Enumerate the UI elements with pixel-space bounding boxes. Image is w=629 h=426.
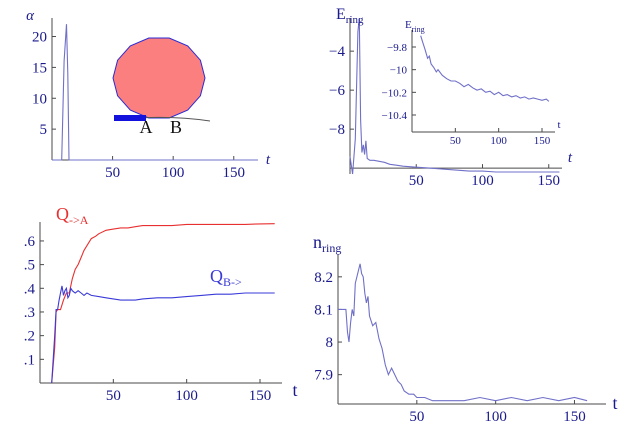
x-tick-label: 100 <box>490 135 507 147</box>
y-tick-label: −10.2 <box>382 87 407 99</box>
x-axis-label: t <box>557 119 560 131</box>
y-axis-label: nring <box>313 232 341 255</box>
x-tick-label: 50 <box>450 135 462 147</box>
series-line-0 <box>349 17 560 175</box>
series-name-1-main: Q <box>210 266 223 286</box>
x-axis-label: t <box>292 380 297 400</box>
y-tick-label: 5 <box>40 122 48 138</box>
panel-ering: 50 100 150 −4 −6 −8 Ering t <box>329 6 573 189</box>
series-name-1-sub: B-> <box>223 275 242 289</box>
panel-nring: 50 100 150 7.9 8 8.1 8.2 nring t <box>313 232 618 425</box>
ring-disk <box>112 37 206 119</box>
x-tick-label: 50 <box>409 409 424 425</box>
series-line-1 <box>51 285 275 384</box>
y-tick-label: 15 <box>32 60 47 76</box>
y-axis-label-sub: ring <box>412 25 425 34</box>
y-tick-label: 8.2 <box>314 270 333 286</box>
y-tick-label: −10.4 <box>382 110 408 122</box>
y-tick-label: .2 <box>24 329 35 345</box>
y-tick-label: .3 <box>24 305 35 321</box>
y-tick-label: .1 <box>24 352 35 368</box>
y-axis-label-sub: ring <box>346 14 364 26</box>
y-tick-label: −6 <box>329 83 345 99</box>
x-tick-label: 150 <box>563 409 586 425</box>
y-tick-label: 8 <box>326 335 334 351</box>
x-tick-label: 100 <box>175 388 198 404</box>
series-line-0 <box>420 35 550 102</box>
y-axis-label: Ering <box>405 19 425 34</box>
x-tick-label: 100 <box>484 409 507 425</box>
y-tick-label: −10 <box>390 65 408 77</box>
label-b: B <box>170 117 182 137</box>
x-tick-label: 100 <box>162 165 185 181</box>
x-tick-label: 150 <box>223 165 246 181</box>
y-tick-label: −8 <box>329 122 345 138</box>
panel-ering-inset: 50 100 150 −9.8 −10 −10.2 −10.4 Ering t <box>382 19 561 147</box>
y-tick-label: −4 <box>329 44 345 60</box>
y-axis-label-sub: ring <box>322 241 341 255</box>
x-tick-label: 150 <box>249 388 272 404</box>
series-name-1: QB-> <box>210 266 242 289</box>
y-axis-label-main: E <box>405 19 412 31</box>
series-line-0 <box>338 263 588 402</box>
x-tick-label: 50 <box>409 173 424 189</box>
y-tick-label: 8.1 <box>314 302 333 318</box>
series-name-0-sub: ->A <box>69 213 89 227</box>
x-tick-label: 150 <box>534 135 551 147</box>
series-name-0: Q->A <box>56 204 89 227</box>
series-line-0 <box>51 223 275 384</box>
lead-bar <box>114 115 146 121</box>
x-axis-label: t <box>612 393 617 413</box>
y-axis-label-main: n <box>313 232 322 252</box>
x-tick-label: 50 <box>106 388 121 404</box>
panel-q: 50 100 150.1.2.3.4.5.6tQ->AQB-> <box>24 204 298 404</box>
x-tick-label: 50 <box>105 165 120 181</box>
lead-curve <box>139 116 211 122</box>
y-tick-label: −9.8 <box>387 42 407 54</box>
y-tick-label: .6 <box>24 234 36 250</box>
y-axis-label-main: E <box>336 6 346 23</box>
x-tick-label: 100 <box>471 173 494 189</box>
y-axis-label: Ering <box>336 6 364 26</box>
x-tick-label: 150 <box>538 173 561 189</box>
label-a: A <box>140 117 153 137</box>
panel-alpha: 50 100 150 5 10 15 20 α t A B <box>26 8 271 181</box>
y-tick-label: 7.9 <box>314 368 333 384</box>
y-tick-label: .5 <box>24 258 35 274</box>
x-axis-label: t <box>266 152 271 168</box>
y-tick-label: 20 <box>32 30 47 46</box>
x-axis-label: t <box>568 150 573 166</box>
series-name-0-main: Q <box>56 204 69 224</box>
series-line-0 <box>52 24 258 161</box>
y-tick-label: .4 <box>24 281 36 297</box>
y-tick-label: 10 <box>32 91 47 107</box>
y-axis-label: α <box>26 8 35 24</box>
